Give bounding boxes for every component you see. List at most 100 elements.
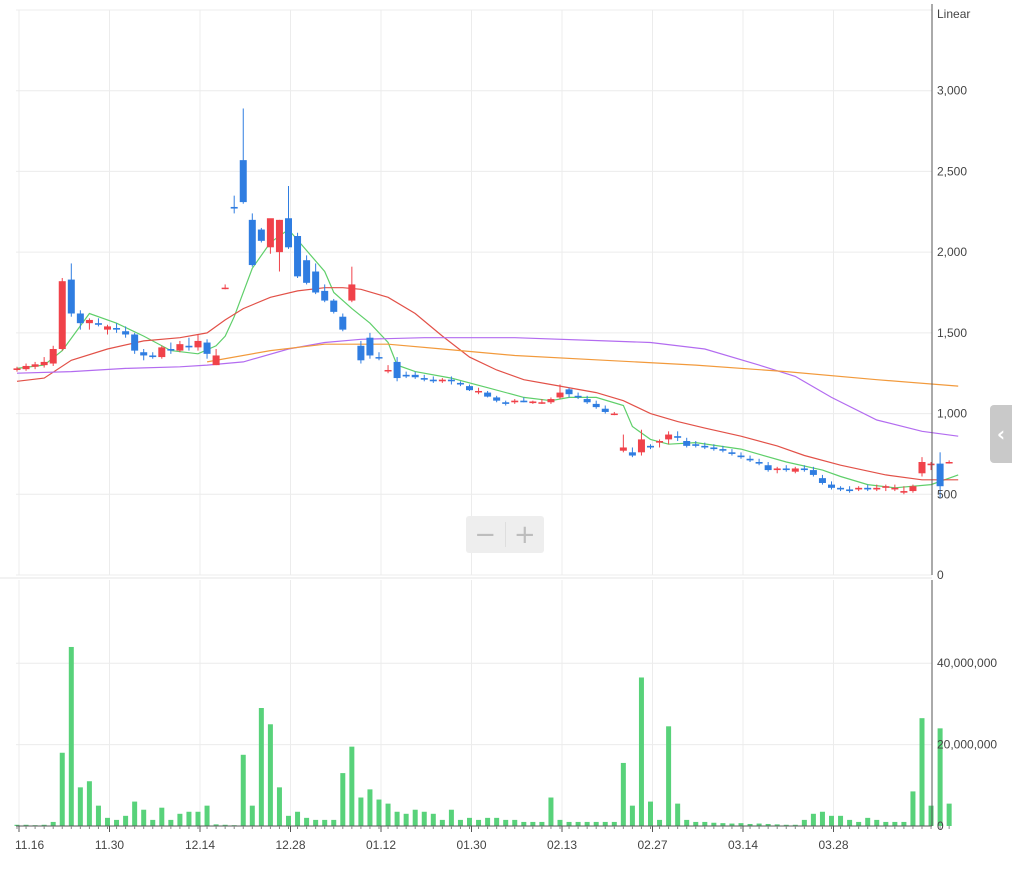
- x-tick-label: 11.16: [15, 838, 44, 852]
- candle-body: [248, 219, 256, 266]
- candle-body: [122, 331, 130, 335]
- volume-bar: [919, 718, 925, 826]
- candle-body: [348, 284, 356, 301]
- candle-body: [76, 313, 84, 324]
- candle-body: [475, 390, 483, 393]
- moving-average-lines: [16, 228, 959, 489]
- zoom-out-button[interactable]: −: [474, 519, 497, 550]
- candle-body: [22, 365, 30, 370]
- volume-bar: [801, 819, 807, 826]
- volume-bar: [258, 708, 264, 826]
- candle-body: [212, 355, 220, 366]
- volume-bar: [349, 746, 355, 826]
- candle-body: [855, 487, 863, 490]
- candle-body: [538, 402, 546, 404]
- candle-body: [456, 382, 464, 385]
- candle-body: [936, 463, 944, 487]
- candle-body: [837, 487, 845, 490]
- volume-bar: [14, 824, 20, 826]
- candle-body: [104, 326, 111, 330]
- chevron-left-icon: ‹: [996, 422, 1006, 446]
- volume-bar: [385, 803, 391, 826]
- candle-body: [828, 484, 835, 488]
- volume-bar: [611, 821, 617, 826]
- candle-body: [864, 487, 872, 490]
- candle-body: [782, 468, 790, 471]
- volume-bar: [41, 824, 47, 826]
- candle-body: [466, 386, 473, 391]
- volume-bar: [756, 823, 762, 826]
- candle-body: [791, 468, 799, 472]
- volume-bar: [602, 821, 608, 826]
- price-tick-label: 1,500: [937, 326, 967, 340]
- candle-body: [692, 444, 700, 446]
- candle-body: [384, 369, 392, 372]
- candle-body: [339, 316, 347, 330]
- candle-body: [94, 323, 102, 325]
- candle-body: [909, 486, 917, 492]
- volume-bar: [557, 819, 563, 826]
- candle-body: [67, 279, 75, 314]
- volume-bar: [684, 819, 690, 826]
- candle-body: [529, 401, 537, 404]
- candle-body: [764, 465, 772, 471]
- volume-bar: [358, 797, 364, 826]
- volume-bar: [494, 817, 500, 826]
- volume-bar: [838, 815, 844, 826]
- candle-body: [710, 447, 718, 450]
- volume-bar: [331, 819, 337, 826]
- candle-body: [728, 452, 736, 454]
- candle-body: [221, 287, 229, 290]
- candle-body: [158, 347, 166, 358]
- volume-bar: [593, 821, 599, 826]
- volume-tick-label: 40,000,000: [937, 656, 997, 670]
- volume-bar: [421, 811, 427, 826]
- volume-bar: [177, 813, 183, 826]
- candle-body: [818, 478, 826, 483]
- candle-body: [656, 441, 664, 443]
- scale-type-label[interactable]: Linear: [937, 7, 970, 21]
- candle-body: [674, 436, 682, 438]
- x-tick-label: 11.30: [95, 838, 124, 852]
- volume-bar: [883, 821, 889, 826]
- volume-bar: [829, 815, 834, 826]
- candle-body: [330, 300, 338, 312]
- x-tick-label: 03.14: [728, 838, 758, 852]
- side-panel-toggle[interactable]: ‹: [990, 405, 1012, 463]
- volume-bar: [367, 789, 373, 826]
- zoom-in-button[interactable]: +: [513, 519, 536, 550]
- x-tick-label: 01.30: [456, 838, 486, 852]
- volume-bar: [448, 809, 454, 826]
- candle-body: [610, 413, 618, 416]
- volume-bar: [666, 726, 672, 826]
- candle-body: [239, 160, 247, 203]
- volume-bar: [702, 821, 708, 826]
- candle-body: [312, 271, 320, 293]
- volume-bar: [738, 823, 744, 826]
- volume-bar: [213, 824, 219, 826]
- candle-body: [140, 352, 148, 356]
- candle-body: [294, 236, 302, 277]
- volume-bar: [765, 823, 771, 826]
- volume-bar: [186, 811, 192, 826]
- volume-bar: [675, 803, 681, 826]
- candle-body: [809, 470, 817, 475]
- price-tick-label: 0: [937, 568, 944, 582]
- price-tick-label: 2,500: [937, 164, 967, 178]
- volume-bar: [313, 819, 319, 826]
- ma5-line: [16, 228, 959, 489]
- candle-body: [447, 379, 455, 382]
- candle-body: [185, 345, 193, 348]
- volume-bar: [59, 752, 65, 826]
- volume-bar: [222, 824, 228, 826]
- ma20-line: [16, 287, 959, 481]
- candle-body: [366, 337, 374, 356]
- volume-bar: [792, 824, 798, 826]
- candle-body: [149, 355, 157, 358]
- volume-bar: [95, 805, 101, 826]
- zoom-divider: [504, 522, 506, 547]
- volume-bar: [249, 805, 255, 826]
- candle-body: [873, 487, 881, 490]
